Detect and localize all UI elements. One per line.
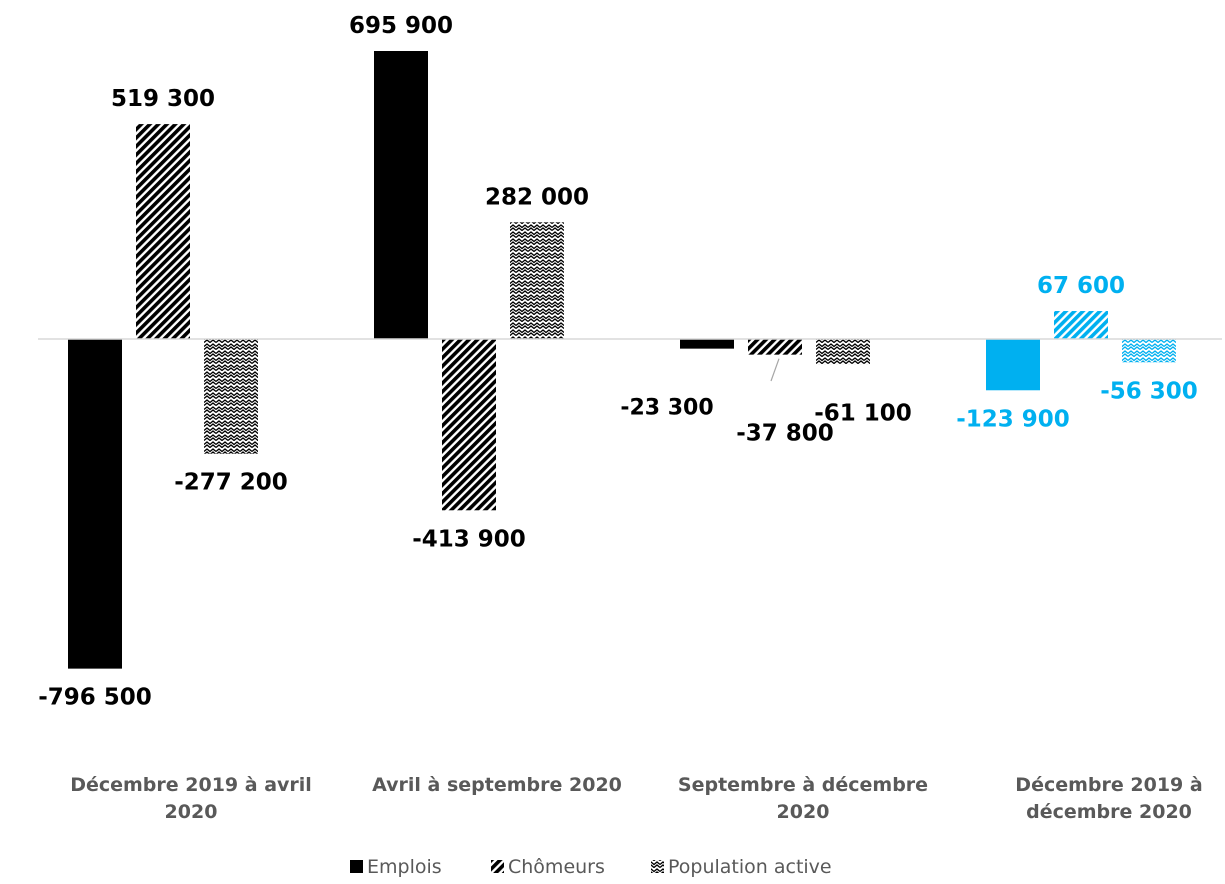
legend-label-population-active: Population active [668,856,832,878]
data-label-chomeurs-1: 519 300 [111,86,215,112]
data-label-emplois-3: -23 300 [620,396,713,421]
bar-population-active-2 [510,222,564,339]
bar-emplois-4 [986,339,1040,391]
bar-population-active-3 [816,339,870,365]
category-label-3-line-1: Septembre à décembre [678,774,928,796]
data-label-emplois-2: 695 900 [349,13,453,39]
legend-swatch-emplois [350,860,363,873]
data-label-chomeurs-4: 67 600 [1037,273,1125,299]
category-label-1-line-1: Décembre 2019 à avril [70,774,312,796]
category-label-3-line-2: 2020 [777,801,830,823]
bars-layer [68,51,1176,669]
data-label-emplois-1: -796 500 [38,685,152,711]
legend-item-chomeurs: Chômeurs [491,856,605,878]
data-labels-layer: -796 500 519 300 -277 200 695 900 -413 900 28… [38,13,1198,711]
data-label-emplois-4: -123 900 [956,406,1070,432]
data-label-chomeurs-3: -37 800 [736,421,834,447]
bar-population-active-1 [204,339,258,454]
legend: Emplois Chômeurs Population active [350,856,832,878]
data-label-population-active-3: -61 100 [814,400,912,426]
data-label-chomeurs-2: -413 900 [412,526,526,552]
category-label-2: Avril à septembre 2020 [372,774,622,796]
bar-emplois-3 [680,339,734,349]
bar-chomeurs-1 [136,124,190,339]
leader-line-chomeurs-3 [770,358,780,382]
category-labels-layer: Décembre 2019 à avril 2020 Avril à septemb… [70,774,1203,823]
legend-item-emplois: Emplois [350,856,442,878]
category-label-4-line-2: décembre 2020 [1026,801,1192,823]
category-label-1-line-2: 2020 [165,801,218,823]
bar-population-active-4 [1122,339,1176,363]
legend-swatch-population-active [651,860,664,873]
legend-swatch-chomeurs [491,860,504,873]
legend-label-chomeurs: Chômeurs [508,856,605,878]
legend-label-emplois: Emplois [367,856,442,878]
data-label-population-active-4: -56 300 [1100,378,1198,404]
bar-emplois-2 [374,51,428,339]
bar-chomeurs-2 [442,339,496,511]
data-label-population-active-2: 282 000 [485,184,589,210]
data-label-population-active-1: -277 200 [174,470,288,496]
bar-chomeurs-3 [748,339,802,355]
bar-chomeurs-4 [1054,311,1108,339]
legend-item-population-active: Population active [651,856,832,878]
category-label-4-line-1: Décembre 2019 à [1015,774,1202,796]
bar-emplois-1 [68,339,122,669]
